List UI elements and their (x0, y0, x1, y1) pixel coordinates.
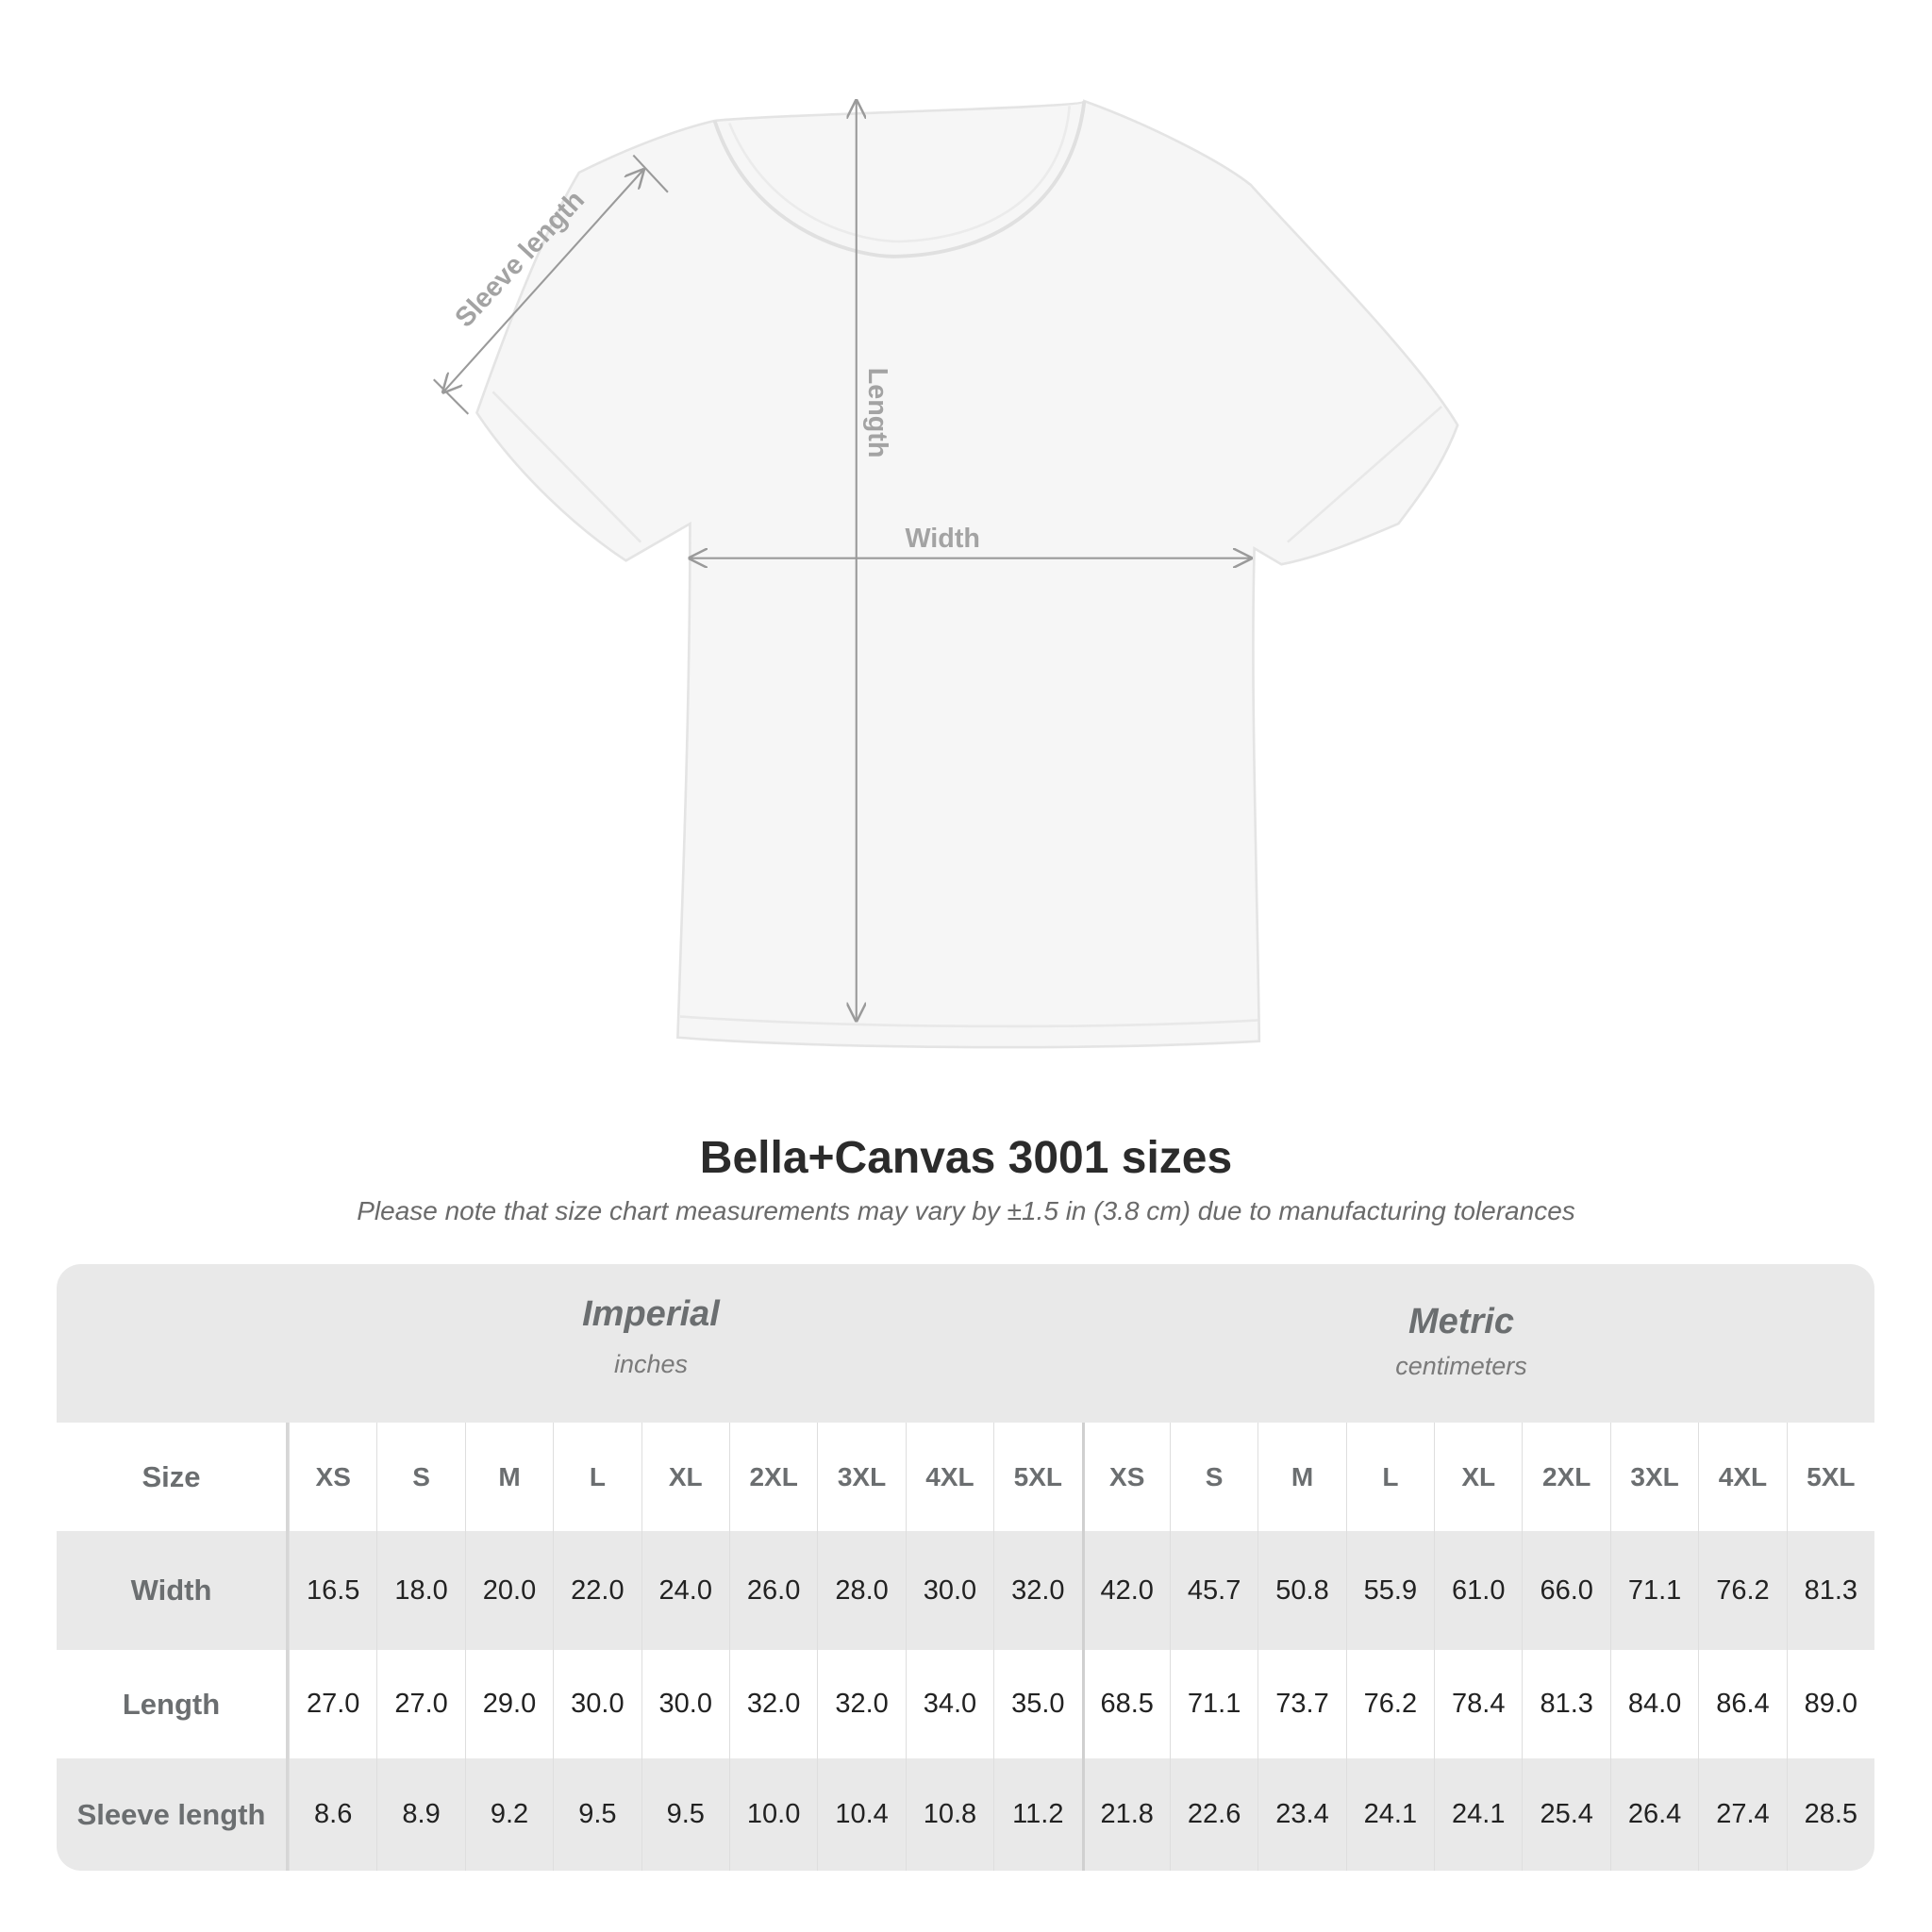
imperial-header: Imperial inches (368, 1294, 934, 1379)
table-cell: 26.0 (728, 1531, 817, 1650)
table-cell: 9.2 (464, 1758, 553, 1871)
table-cell: 24.1 (1434, 1758, 1522, 1871)
table-cell: 28.0 (817, 1531, 905, 1650)
table-cell: 61.0 (1434, 1531, 1522, 1650)
length-label: Length (862, 368, 892, 458)
table-cell: 9.5 (553, 1758, 641, 1871)
table-cell: 10.4 (817, 1758, 905, 1871)
sleeve-arrow (443, 170, 643, 391)
table-cell: M (1257, 1423, 1345, 1531)
table-cell: 21.8 (1081, 1758, 1170, 1871)
table-cell: 2XL (728, 1423, 817, 1531)
table-cell: 45.7 (1169, 1531, 1257, 1650)
table-cell: 11.2 (993, 1758, 1081, 1871)
table-cell: 32.0 (817, 1650, 905, 1758)
table-cell: 8.9 (376, 1758, 464, 1871)
table-cell: 73.7 (1257, 1650, 1345, 1758)
table-cell: 76.2 (1345, 1650, 1434, 1758)
table-cell: 78.4 (1434, 1650, 1522, 1758)
size-table: Imperial inches Metric centimeters Size X… (57, 1264, 1874, 1871)
table-cell: 84.0 (1609, 1650, 1698, 1758)
table-cell: 3XL (1609, 1423, 1698, 1531)
metric-unit: centimeters (1395, 1352, 1527, 1380)
table-cell: 76.2 (1698, 1531, 1786, 1650)
table-cell: 86.4 (1698, 1650, 1786, 1758)
table-cell: 3XL (817, 1423, 905, 1531)
table-cell: 24.0 (641, 1531, 729, 1650)
table-cell: 22.0 (553, 1531, 641, 1650)
table-cell: 18.0 (376, 1531, 464, 1650)
table-cell: 20.0 (464, 1531, 553, 1650)
table-cell: 42.0 (1081, 1531, 1170, 1650)
table-cell: 26.4 (1609, 1758, 1698, 1871)
width-label: Width (905, 524, 979, 554)
size-header-row: Size XS S M L XL 2XL 3XL 4XL 5XL XS S M L XL 2XL 3XL 4XL 5… (57, 1423, 1874, 1531)
tshirt-shape (475, 99, 1459, 1049)
table-row: Sleeve length 8.6 8.9 9.2 9.5 9.5 10.0 10.4 10.8… (57, 1758, 1874, 1871)
table-cell: 29.0 (464, 1650, 553, 1758)
table-cell: S (1169, 1423, 1257, 1531)
table-cell: 5XL (993, 1423, 1081, 1531)
table-cell: 27.4 (1698, 1758, 1786, 1871)
table-cell: 9.5 (641, 1758, 729, 1871)
table-cell: 22.6 (1169, 1758, 1257, 1871)
table-cell: 81.3 (1522, 1650, 1609, 1758)
metric-title: Metric (1408, 1302, 1514, 1341)
table-cell: 28.5 (1786, 1758, 1874, 1871)
table-header: Imperial inches Metric centimeters (57, 1264, 1874, 1423)
table-cell: 23.4 (1257, 1758, 1345, 1871)
table-cell: S (376, 1423, 464, 1531)
table-cell: 27.0 (289, 1650, 376, 1758)
table-cell: 30.0 (641, 1650, 729, 1758)
table-cell: 81.3 (1786, 1531, 1874, 1650)
table-cell: 2XL (1522, 1423, 1609, 1531)
page-title: Bella+Canvas 3001 sizes (699, 1133, 1233, 1183)
table-cell: XL (1434, 1423, 1522, 1531)
table-cell: 35.0 (993, 1650, 1081, 1758)
row-label: Width (57, 1531, 289, 1650)
table-cell: L (1345, 1423, 1434, 1531)
row-label: Sleeve length (57, 1758, 289, 1871)
table-row: Length 27.0 27.0 29.0 30.0 30.0 32.0 32.0 34.0 35… (57, 1650, 1874, 1758)
table-cell: 10.8 (905, 1758, 993, 1871)
table-cell: M (464, 1423, 553, 1531)
table-cell: 71.1 (1609, 1531, 1698, 1650)
table-cell: 5XL (1786, 1423, 1874, 1531)
table-cell: 66.0 (1522, 1531, 1609, 1650)
table-cell: XS (289, 1423, 376, 1531)
table-cell: XS (1081, 1423, 1170, 1531)
tolerance-note: Please note that size chart measurements… (357, 1196, 1575, 1225)
table-cell: 89.0 (1786, 1650, 1874, 1758)
table-row: Width 16.5 18.0 20.0 22.0 24.0 26.0 28.0 30.0 32.… (57, 1531, 1874, 1650)
table-cell: L (553, 1423, 641, 1531)
table-cell: 4XL (905, 1423, 993, 1531)
table-cell: 34.0 (905, 1650, 993, 1758)
table-cell: 68.5 (1081, 1650, 1170, 1758)
table-cell: 8.6 (289, 1758, 376, 1871)
row-label: Size (57, 1423, 289, 1531)
table-cell: 16.5 (289, 1531, 376, 1650)
table-cell: 27.0 (376, 1650, 464, 1758)
table-cell: XL (641, 1423, 729, 1531)
row-label: Length (57, 1650, 289, 1758)
table-cell: 25.4 (1522, 1758, 1609, 1871)
table-cell: 4XL (1698, 1423, 1786, 1531)
metric-header: Metric centimeters (1178, 1302, 1744, 1381)
imperial-title: Imperial (582, 1294, 720, 1334)
table-cell: 24.1 (1345, 1758, 1434, 1871)
table-cell: 50.8 (1257, 1531, 1345, 1650)
table-cell: 32.0 (993, 1531, 1081, 1650)
collar (712, 100, 1087, 258)
table-cell: 71.1 (1169, 1650, 1257, 1758)
table-cell: 32.0 (728, 1650, 817, 1758)
table-cell: 30.0 (553, 1650, 641, 1758)
table-cell: 55.9 (1345, 1531, 1434, 1650)
table-cell: 30.0 (905, 1531, 993, 1650)
table-cell: 10.0 (728, 1758, 817, 1871)
imperial-unit: inches (613, 1350, 689, 1378)
